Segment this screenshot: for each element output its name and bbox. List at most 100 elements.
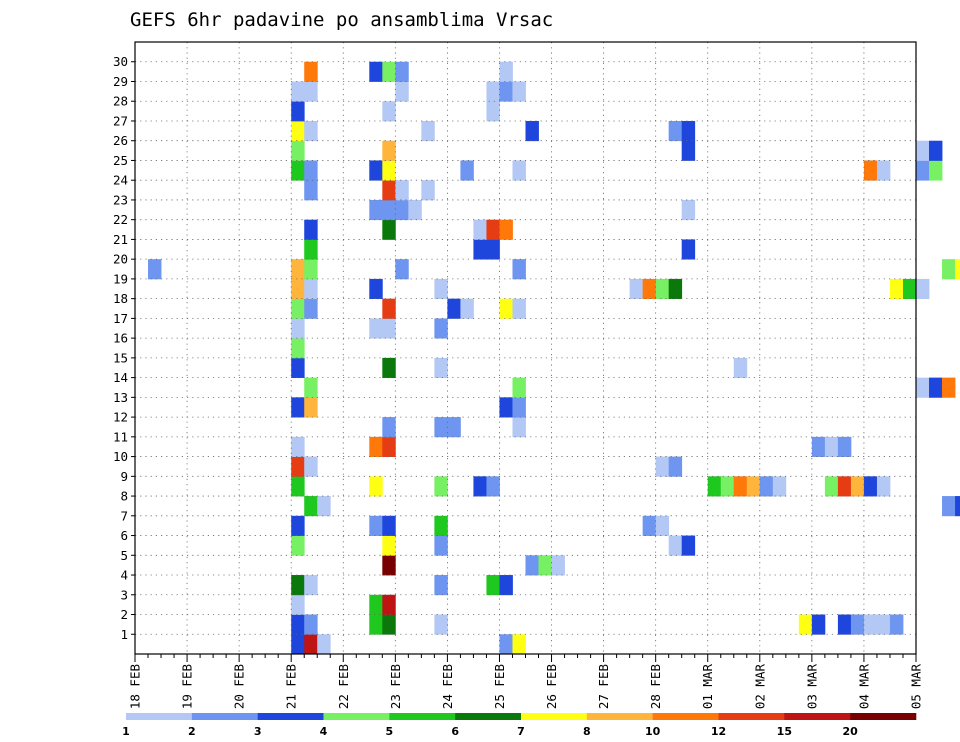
colorbar-legend: 1 2 3 4 5 6 7 8 10 12 15 20 xyxy=(122,713,917,738)
x-tick-label: 28 FEB xyxy=(648,664,663,709)
heatmap-cell xyxy=(369,160,383,181)
heatmap-cell xyxy=(916,377,930,398)
heatmap-cell xyxy=(382,594,396,615)
heatmap-cell xyxy=(304,634,318,655)
heatmap-cell xyxy=(291,436,305,457)
heatmap-cell xyxy=(668,278,683,300)
heatmap-cell xyxy=(382,298,396,319)
heatmap-cell xyxy=(434,278,448,300)
heatmap-cell xyxy=(681,239,696,260)
heatmap-cell xyxy=(733,357,748,379)
heatmap-cell xyxy=(382,101,396,122)
heatmap-cell xyxy=(304,180,318,201)
heatmap-cell xyxy=(824,436,839,457)
legend-swatch xyxy=(126,713,193,720)
heatmap-cell xyxy=(304,61,318,82)
heatmap-cell xyxy=(916,160,930,181)
heatmap-cell xyxy=(512,417,526,438)
y-tick-label: 9 xyxy=(120,469,128,484)
legend-swatch xyxy=(586,713,653,720)
y-tick-label: 29 xyxy=(113,74,128,89)
x-tick-label: 01 MAR xyxy=(700,664,715,710)
legend-swatch xyxy=(850,713,917,720)
legend-swatch xyxy=(191,713,258,720)
heatmap-cell xyxy=(512,377,526,398)
heatmap-cell xyxy=(304,614,318,635)
heatmap-cell xyxy=(642,278,657,300)
heatmap-cell xyxy=(512,397,526,418)
heatmap-cell xyxy=(512,298,526,319)
heatmap-cell xyxy=(304,496,318,517)
x-tick-label: 22 FEB xyxy=(336,664,351,709)
heatmap-cell xyxy=(304,278,318,300)
heatmap-cell xyxy=(512,81,526,102)
y-tick-label: 18 xyxy=(113,291,128,306)
legend-swatch xyxy=(323,713,390,720)
x-tick-label: 05 MAR xyxy=(909,664,924,710)
heatmap-cell xyxy=(681,535,696,556)
heatmap-cell xyxy=(798,614,813,635)
heatmap-cell xyxy=(499,219,513,240)
heatmap-cell xyxy=(291,476,305,497)
heatmap-cell xyxy=(304,456,318,477)
heatmap-cell xyxy=(720,476,735,497)
heatmap-cell xyxy=(382,219,396,240)
heatmap-cell xyxy=(382,61,396,82)
heatmap-cell xyxy=(395,199,409,221)
heatmap-cell xyxy=(499,397,513,418)
heatmap-cell xyxy=(447,298,461,319)
heatmap-cell xyxy=(486,575,500,596)
heatmap-cell xyxy=(382,140,396,161)
heatmap-cell xyxy=(304,160,318,181)
heatmap-cell xyxy=(382,318,396,339)
legend-label: 5 xyxy=(386,725,394,738)
heatmap-cell xyxy=(304,120,318,142)
heatmap-cell xyxy=(512,160,526,181)
heatmap-cell xyxy=(668,120,683,142)
y-tick-label: 2 xyxy=(120,607,128,622)
heatmap-cell xyxy=(434,417,448,438)
heatmap-cell xyxy=(369,476,383,497)
legend-label: 6 xyxy=(451,725,459,738)
heatmap-cell xyxy=(369,614,383,635)
heatmap-cell xyxy=(291,456,305,477)
heatmap-cell xyxy=(486,476,500,497)
heatmap-cell xyxy=(382,436,396,457)
y-tick-label: 30 xyxy=(113,54,128,69)
heatmap-cell xyxy=(291,634,305,655)
x-tick-label: 20 FEB xyxy=(232,664,247,709)
heatmap-cell xyxy=(291,575,305,596)
heatmap-cell xyxy=(929,140,943,161)
heatmap-cell xyxy=(850,476,865,497)
heatmap-cell xyxy=(902,278,917,300)
heatmap-cell xyxy=(447,417,461,438)
heatmap-cell xyxy=(499,634,513,655)
heatmap-cell xyxy=(499,81,513,102)
heatmap-cell xyxy=(889,614,904,635)
x-tick-label: 25 FEB xyxy=(492,664,507,709)
heatmap-cell xyxy=(434,575,448,596)
heatmap-cell xyxy=(291,81,305,102)
heatmap-cell xyxy=(382,180,396,201)
heatmap-cell xyxy=(382,614,396,635)
heatmap-cell xyxy=(473,219,487,240)
legend-label: 15 xyxy=(777,725,792,738)
heatmap-cell xyxy=(434,614,448,635)
heatmap-cell xyxy=(304,377,318,398)
heatmap-cell xyxy=(408,199,422,221)
heatmap-cell xyxy=(291,318,305,339)
y-tick-label: 1 xyxy=(120,627,128,642)
heatmap-cell xyxy=(942,259,956,280)
heatmap-cell xyxy=(460,298,474,319)
legend-label: 7 xyxy=(517,725,525,738)
x-axis: 18 FEB 19 FEB 20 FEB 21 FEB 22 FEB 23 FEB 24 F… xyxy=(128,654,924,709)
heatmap-cell xyxy=(733,476,748,497)
heatmap-cell xyxy=(395,81,409,102)
heatmap-cell xyxy=(863,160,878,181)
y-tick-label: 20 xyxy=(113,252,128,267)
y-tick-label: 28 xyxy=(113,94,128,109)
heatmap-cell xyxy=(317,496,331,517)
heatmap-cell xyxy=(863,476,878,497)
y-tick-label: 25 xyxy=(113,153,128,168)
heatmap-cell xyxy=(434,515,448,536)
